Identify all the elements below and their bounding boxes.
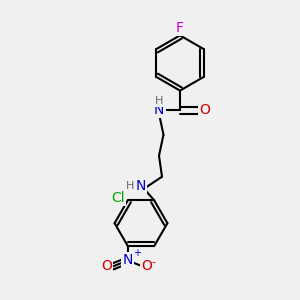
Text: O: O [200,103,210,117]
Text: N: N [123,254,133,268]
Text: F: F [176,21,184,35]
Text: Cl: Cl [111,191,125,205]
Text: H: H [155,95,163,106]
Text: -: - [151,257,155,267]
Text: O: O [101,260,112,274]
Text: N: N [154,103,164,117]
Text: N: N [135,179,146,193]
Text: O: O [141,260,152,274]
Text: H: H [126,181,135,191]
Text: +: + [133,248,141,258]
